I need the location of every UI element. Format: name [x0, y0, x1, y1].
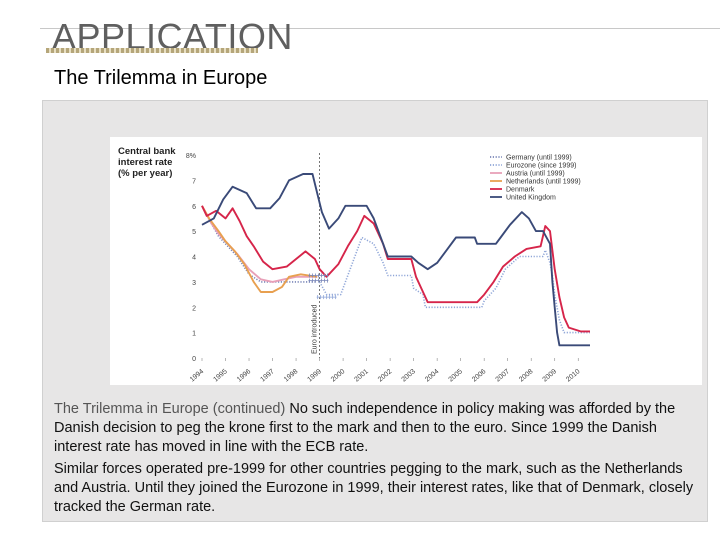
legend-label-germany: Germany (until 1999) — [506, 155, 572, 162]
y-tick-label: 3 — [192, 280, 196, 287]
legend-label-denmark: Denmark — [506, 187, 535, 194]
euro-introduced-label: Euro introduced — [312, 304, 319, 354]
caption-paragraph-1: The Trilemma in Europe (continued) No su… — [54, 400, 702, 457]
legend-layer: Germany (until 1999)Eurozone (since 1999… — [490, 155, 581, 202]
y-axis-label: (% per year) — [118, 168, 172, 179]
legend-label-netherlands: Netherlands (until 1999) — [506, 179, 581, 186]
x-tick-label: 2000 — [330, 368, 347, 383]
x-tick-label: 2003 — [400, 368, 417, 383]
x-tick-label: 2002 — [377, 368, 394, 383]
top-rule — [40, 28, 720, 29]
x-tick-label: 2009 — [542, 368, 559, 383]
top-bar — [0, 0, 720, 30]
y-tick-label: 2 — [192, 305, 196, 312]
x-tick-label: 2008 — [518, 368, 535, 383]
x-tick-label: 1996 — [236, 368, 253, 383]
series-line-uk — [201, 173, 590, 347]
caption-lead: The Trilemma in Europe (continued) — [54, 401, 286, 417]
y-tick-label: 8% — [186, 153, 196, 160]
y-tick-label: 6 — [192, 204, 196, 211]
y-tick-label: 4 — [192, 255, 196, 262]
series-line-eurozone — [318, 236, 590, 334]
x-tick-label: 2005 — [448, 368, 465, 383]
y-tick-label: 0 — [192, 356, 196, 363]
series-line-netherlands — [201, 205, 318, 293]
x-tick-label: 1995 — [212, 368, 229, 383]
y-tick-label: 1 — [192, 331, 196, 338]
caption-text-1: No such independence in policy making wa… — [54, 401, 676, 455]
x-tick-label: 1994 — [189, 368, 206, 383]
legend-label-uk: United Kingdom — [506, 195, 556, 202]
chart-area: Central bank interest rate (% per year) 0 1 2… — [110, 137, 702, 385]
title-underline — [46, 48, 258, 53]
y-axis-label: Central bank — [118, 146, 176, 157]
x-tick-label: 2006 — [471, 368, 488, 383]
legend-label-eurozone: Eurozone (since 1999) — [506, 163, 576, 170]
caption-paragraph-2: Similar forces operated pre-1999 for oth… — [54, 461, 694, 515]
y-tick-label: 7 — [192, 178, 196, 185]
series-line-austria — [201, 205, 318, 283]
x-tick-label: 2010 — [565, 368, 582, 383]
x-tick-label: 1997 — [259, 368, 276, 383]
x-tick-label: 1999 — [306, 368, 323, 383]
slide-title: APPLICATION — [52, 16, 293, 57]
legend-label-austria: Austria (until 1999) — [506, 171, 565, 178]
x-tick-label: 2007 — [495, 368, 512, 383]
series-line-germany — [201, 205, 318, 283]
y-axis-label: interest rate — [118, 157, 172, 168]
x-tick-label: 2004 — [424, 368, 441, 383]
series-layer — [201, 173, 590, 347]
caption: The Trilemma in Europe (continued) No su… — [54, 400, 702, 520]
x-tick-label: 1998 — [283, 368, 300, 383]
x-tick-label: 2001 — [353, 368, 370, 383]
y-tick-label: 5 — [192, 229, 196, 236]
slide-subtitle: The Trilemma in Europe — [54, 67, 268, 89]
